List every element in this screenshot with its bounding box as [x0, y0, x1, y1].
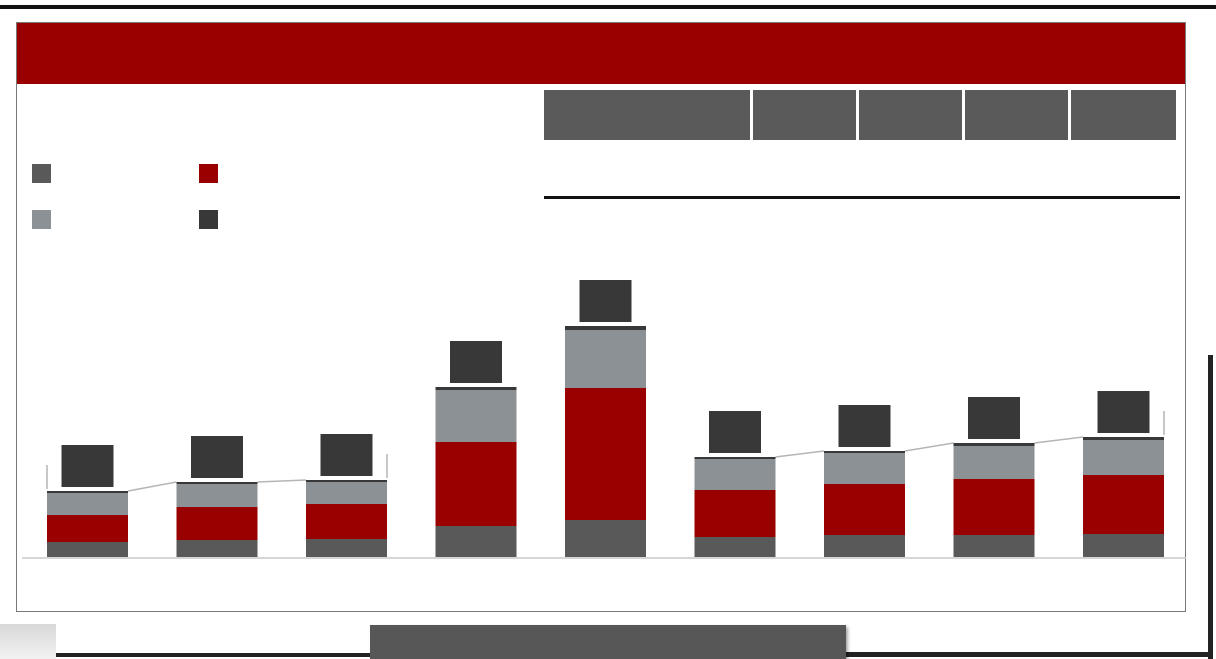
total-label-box: [320, 434, 373, 476]
legend-swatch-3: [32, 210, 51, 229]
bar-segment-s4: [953, 443, 1035, 446]
top-rule: [0, 5, 1216, 9]
bar-segment-s3: [306, 482, 387, 504]
total-label-box: [968, 397, 1020, 439]
bar-segment-s2: [565, 388, 646, 520]
bar-segment-s4: [306, 480, 387, 482]
bar-segment-s1: [694, 537, 776, 557]
bar-segment-s1: [176, 540, 258, 557]
frame-bracket-vertical: [1208, 355, 1213, 659]
legend-item-1: [32, 164, 59, 183]
legend-swatch-1: [32, 164, 51, 183]
bar-segment-s1: [1083, 534, 1164, 557]
legend-swatch-2: [199, 164, 218, 183]
title-banner: [17, 23, 1185, 84]
table-header-cell: [753, 90, 859, 140]
total-label-box: [191, 436, 243, 478]
table-header-row: [544, 90, 1176, 140]
bar-segment-s2: [176, 507, 258, 540]
bar-segment-s3: [1083, 440, 1164, 475]
bar-segment-s1: [306, 539, 387, 557]
bar-segment-s3: [435, 390, 517, 442]
bar-segment-s1: [47, 542, 128, 557]
bar-segment-s1: [824, 535, 905, 557]
total-label-box: [709, 411, 761, 453]
footer-bar: [370, 625, 846, 659]
bar-segment-s4: [694, 457, 776, 459]
bar-segment-s3: [694, 459, 776, 490]
bar-segment-s1: [953, 535, 1035, 557]
total-label-box: [1097, 391, 1150, 433]
total-label-box: [61, 445, 114, 487]
bar-connector: [904, 442, 954, 452]
total-label-box: [579, 280, 632, 322]
bar-segment-s1: [565, 520, 646, 557]
bar-segment-s3: [47, 493, 128, 515]
table-header-cell: [1071, 90, 1176, 140]
bar-segment-s4: [176, 482, 258, 484]
bar-segment-s2: [306, 504, 387, 539]
bar-segment-s2: [824, 484, 905, 535]
bar-segment-s2: [953, 479, 1035, 535]
table-header-cell: [859, 90, 965, 140]
table-header-cell: [544, 90, 753, 140]
bar-segment-s2: [435, 442, 517, 526]
bar-segment-s4: [47, 491, 128, 493]
bar-segment-s3: [176, 484, 258, 507]
bar-segment-s2: [1083, 475, 1164, 534]
bar-segment-s2: [694, 490, 776, 537]
legend-item-2: [199, 164, 226, 183]
bar-segment-s4: [1083, 437, 1164, 440]
legend-item-3: [32, 210, 59, 229]
bar-segment-s1: [435, 526, 517, 557]
bar-connector: [127, 481, 177, 492]
table-header-cell: [965, 90, 1071, 140]
total-label-box: [450, 341, 502, 383]
table-rule: [544, 196, 1180, 199]
bar-connector: [1034, 436, 1084, 444]
bar-segment-s4: [565, 326, 646, 330]
bar-segment-s3: [953, 446, 1035, 479]
footer-tab: [0, 624, 56, 659]
bar-connector: [257, 479, 307, 483]
bar-segment-s3: [565, 330, 646, 388]
bar-segment-s4: [824, 451, 905, 453]
bar-segment-s4: [435, 387, 517, 390]
bar-segment-s3: [824, 453, 905, 484]
legend-swatch-4: [199, 210, 218, 229]
legend-item-4: [199, 210, 226, 229]
footer-rule: [56, 653, 370, 657]
frame-bracket-horizontal: [846, 652, 1213, 657]
bar-segment-s2: [47, 515, 128, 542]
bar-connector: [775, 450, 825, 458]
total-label-box: [838, 405, 891, 447]
